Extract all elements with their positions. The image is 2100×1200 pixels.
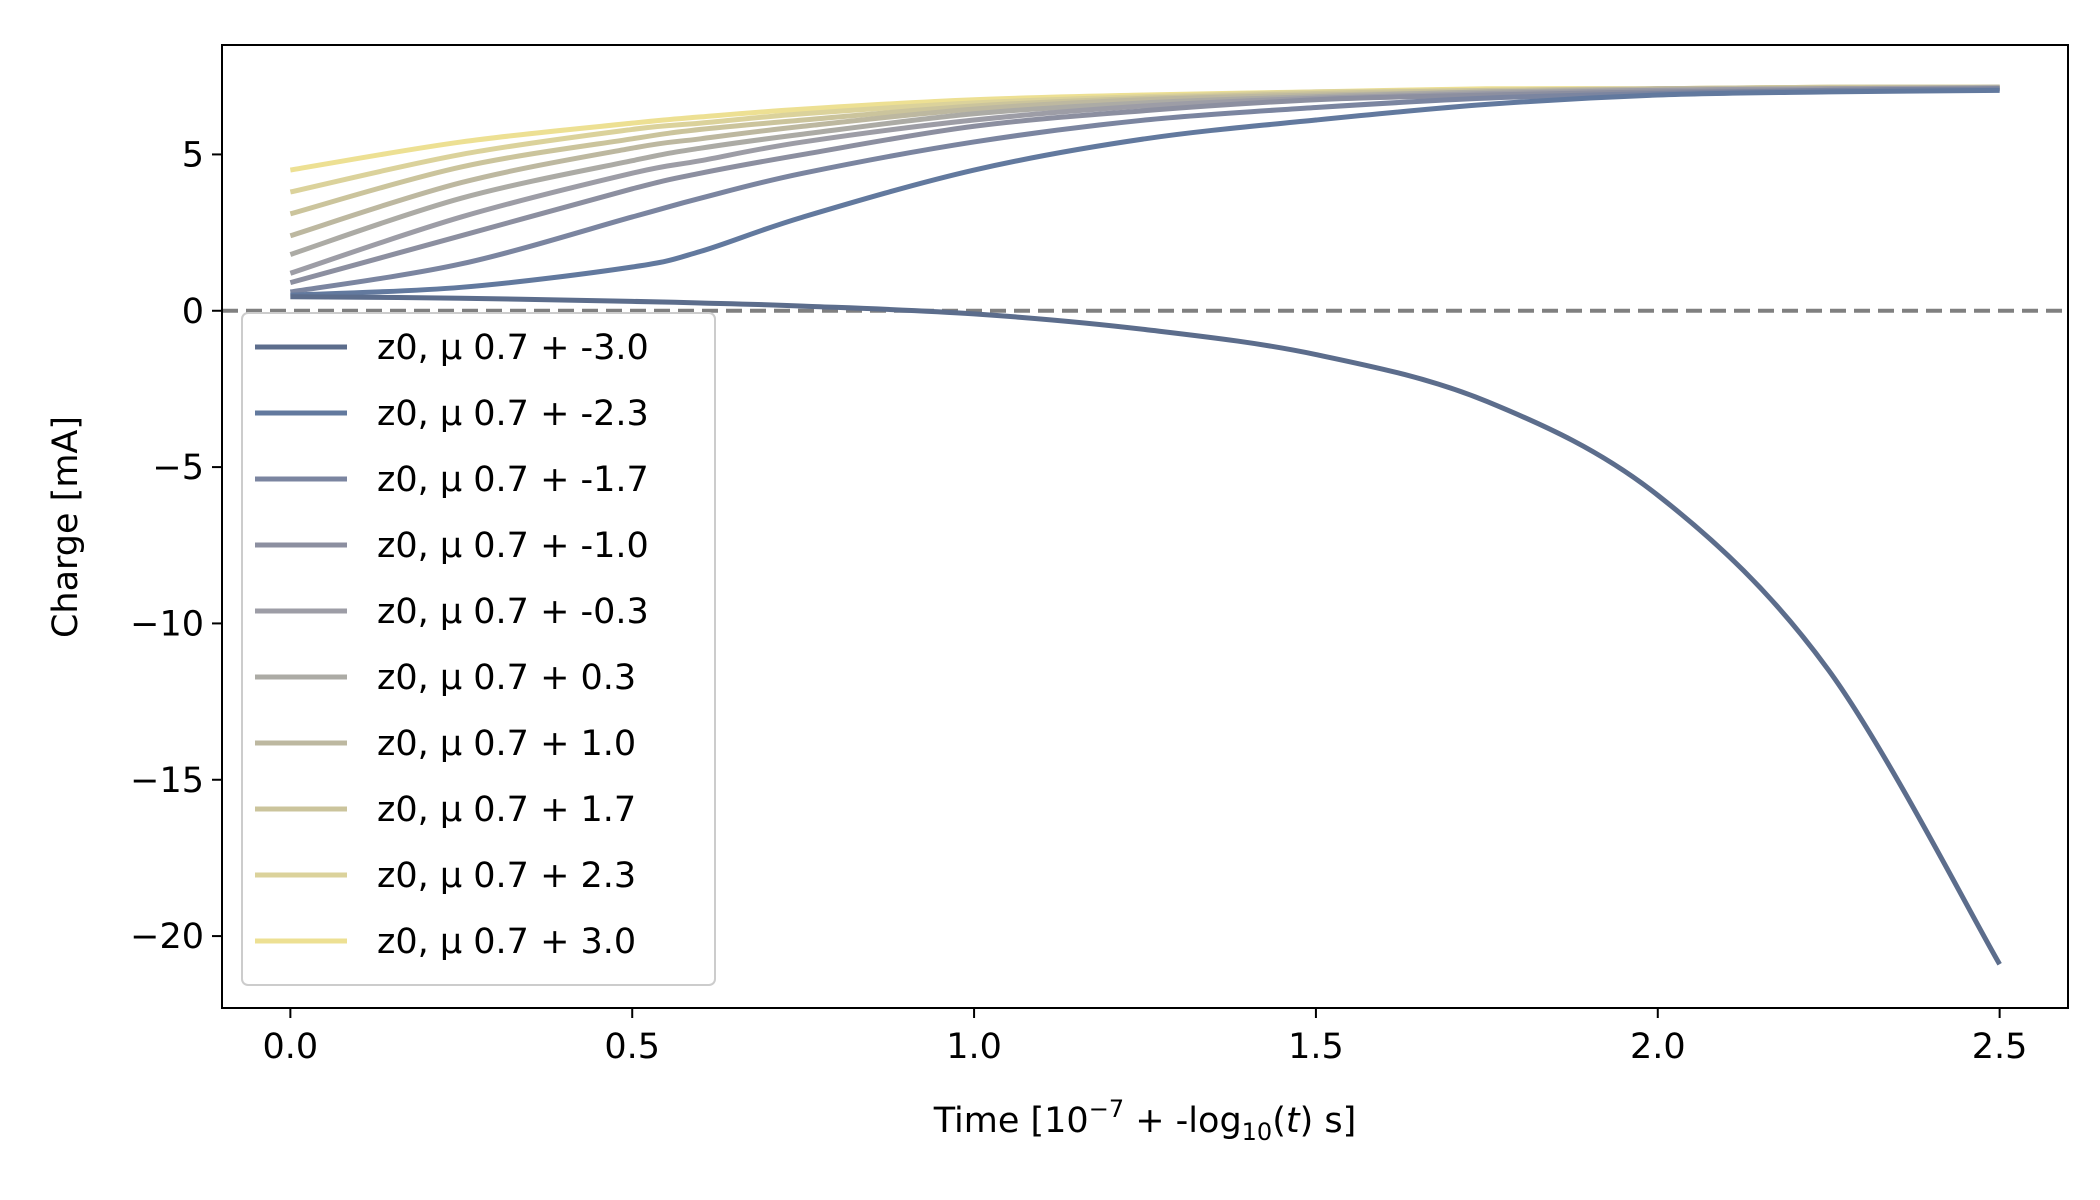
y-tick-label: 0 (182, 292, 204, 332)
y-tick-label: −20 (130, 917, 204, 957)
legend-label: z0, μ 0.7 + 2.3 (377, 856, 636, 896)
legend-label: z0, μ 0.7 + 3.0 (377, 922, 636, 962)
x-tick-label: 0.5 (604, 1027, 660, 1067)
y-ticks: 5 0 −5 −10 −15 −20 (130, 135, 222, 957)
y-tick-label: 5 (182, 135, 204, 175)
series-layer (289, 84, 2002, 966)
legend-label: z0, μ 0.7 + -2.3 (377, 394, 649, 434)
x-tick-label: 1.5 (1288, 1027, 1344, 1067)
legend-label: z0, μ 0.7 + 1.0 (377, 724, 636, 764)
x-tick-label: 2.0 (1630, 1027, 1686, 1067)
series-line-1 (290, 294, 2002, 966)
x-ticks: 0.0 0.5 1.0 1.5 2.0 2.5 (263, 1008, 2028, 1067)
y-axis-label: Charge [mA] (46, 416, 86, 638)
x-tick-label: 0.0 (263, 1027, 319, 1067)
x-tick-label: 2.5 (1972, 1027, 2028, 1067)
x-axis-label: Time [10−7 + -log10(t) s] (933, 1095, 1357, 1146)
legend-label: z0, μ 0.7 + -3.0 (377, 328, 649, 368)
legend-label: z0, μ 0.7 + -1.7 (377, 460, 649, 500)
y-tick-label: −15 (130, 761, 204, 801)
series-line-2 (290, 87, 2000, 298)
legend-frame (241, 312, 716, 986)
legend-label: z0, μ 0.7 + -1.0 (377, 526, 649, 566)
plot-frame (221, 44, 2069, 1009)
y-tick-label: −10 (130, 604, 204, 644)
legend-label: z0, μ 0.7 + -0.3 (377, 592, 649, 632)
y-tick-label: −5 (152, 448, 204, 488)
legend-label: z0, μ 0.7 + 0.3 (377, 658, 636, 698)
legend: z0, μ 0.7 + -3.0 z0, μ 0.7 + -2.3 z0, μ 0.… (241, 312, 716, 986)
x-tick-label: 1.0 (946, 1027, 1002, 1067)
legend-items: z0, μ 0.7 + -3.0 z0, μ 0.7 + -2.3 z0, μ 0.… (255, 328, 649, 962)
legend-label: z0, μ 0.7 + 1.7 (377, 790, 636, 830)
